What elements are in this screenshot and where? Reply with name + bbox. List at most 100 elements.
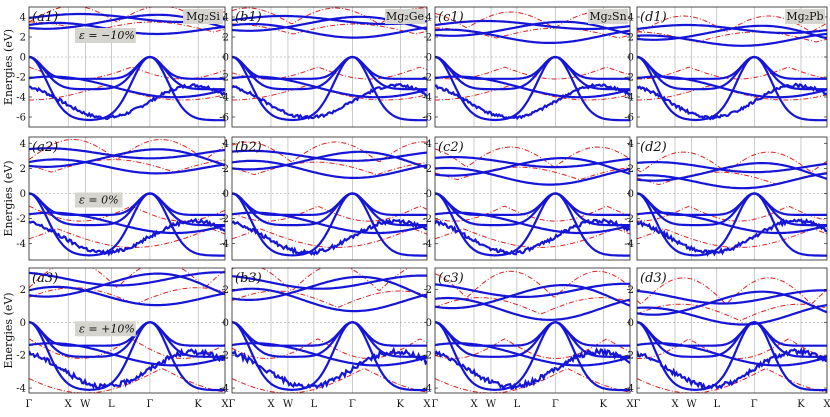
panel-label: (c1) xyxy=(438,10,464,25)
band-line xyxy=(435,19,630,31)
k-point-label: X xyxy=(423,399,431,410)
k-point-label: K xyxy=(797,399,805,410)
band-line xyxy=(637,321,827,392)
y-tick-label: 2 xyxy=(223,164,229,175)
band-line xyxy=(29,55,225,91)
y-tick-label: -4 xyxy=(219,239,229,250)
band-line xyxy=(29,192,225,257)
band-line xyxy=(435,156,630,169)
panel-a2: -4 -2 0 2 4 (a2) ε = 0% xyxy=(16,136,226,261)
k-point-label: L xyxy=(713,399,720,410)
band-line xyxy=(29,75,225,99)
strain-tag-bg xyxy=(75,192,123,208)
band-line xyxy=(29,158,225,175)
panel-label: (b3) xyxy=(235,271,262,286)
reference-band xyxy=(29,228,225,248)
reference-band xyxy=(637,151,827,173)
k-point-label: Γ xyxy=(634,399,641,410)
k-point-label: Γ xyxy=(146,399,153,410)
panel-frame xyxy=(231,136,428,261)
band-line xyxy=(232,55,427,80)
band-line xyxy=(637,289,827,305)
reference-band xyxy=(435,11,630,29)
reference-band xyxy=(637,368,827,393)
band-line xyxy=(29,347,225,390)
material-tag: Mg₂Sn xyxy=(589,10,626,23)
y-tick-label: 0 xyxy=(426,318,432,329)
band-line xyxy=(435,166,630,186)
y-tick-label: -2 xyxy=(219,351,229,362)
band-line xyxy=(435,83,630,121)
k-point-label: Γ xyxy=(751,399,758,410)
panel-label: (d1) xyxy=(640,10,667,25)
band-line xyxy=(435,342,630,367)
y-tick-label: 0 xyxy=(223,53,229,64)
k-point-label: X xyxy=(221,399,229,410)
reference-band xyxy=(29,368,225,393)
band-line xyxy=(29,192,225,216)
band-line xyxy=(232,321,427,358)
band-line xyxy=(29,321,225,347)
band-line xyxy=(232,218,427,256)
strain-tag-bg xyxy=(75,28,136,43)
band-line xyxy=(232,275,427,301)
panel-label: (c2) xyxy=(438,140,464,155)
band-line xyxy=(232,22,427,39)
panel-label: (a3) xyxy=(32,271,58,286)
band-line xyxy=(435,75,630,99)
y-tick-label: 4 xyxy=(426,139,432,150)
reference-band xyxy=(435,205,630,222)
panel-frame xyxy=(28,136,226,261)
reference-band xyxy=(232,23,427,35)
k-point-label: K xyxy=(600,399,608,410)
y-tick-label: 0 xyxy=(628,53,634,64)
y-tick-label: -4 xyxy=(422,93,432,104)
band-line xyxy=(637,321,827,358)
y-tick-label: -4 xyxy=(624,239,634,250)
material-tag: Mg₂Si xyxy=(186,10,220,23)
y-tick-label: 0 xyxy=(223,189,229,200)
band-line xyxy=(435,321,630,347)
band-line xyxy=(232,75,427,99)
band-line xyxy=(29,271,225,287)
band-line xyxy=(435,282,630,298)
panel-label: (a1) xyxy=(32,10,58,25)
material-tag-bg xyxy=(183,9,223,24)
band-line xyxy=(637,75,827,99)
k-point-label: Γ xyxy=(349,399,356,410)
panel-label: (a2) xyxy=(32,140,58,155)
reference-band xyxy=(232,368,427,393)
panel-label: (b1) xyxy=(235,10,262,25)
k-point-label: W xyxy=(686,399,697,410)
reference-band xyxy=(232,141,427,163)
band-line xyxy=(29,211,225,235)
band-line xyxy=(435,321,630,392)
band-line xyxy=(637,217,827,258)
y-tick-label: -6 xyxy=(624,113,634,124)
plot-area xyxy=(435,270,630,393)
plot-area xyxy=(29,139,225,257)
panel-frame xyxy=(231,267,428,394)
y-tick-label: -4 xyxy=(624,93,634,104)
band-line xyxy=(232,192,427,257)
band-line xyxy=(637,55,827,91)
band-line xyxy=(637,82,827,121)
band-line xyxy=(637,161,827,174)
y-tick-label: 0 xyxy=(20,318,26,329)
band-line xyxy=(29,217,225,257)
panel-frame xyxy=(636,6,828,128)
k-point-label: Γ xyxy=(26,399,33,410)
y-tick-label: 0 xyxy=(426,53,432,64)
panel-label: (b2) xyxy=(235,140,262,155)
panel-c1: -6 -4 -2 0 2 4 (c1) Mg₂Sn xyxy=(422,6,631,128)
plot-area xyxy=(637,151,827,258)
y-tick-label: 0 xyxy=(223,318,229,329)
band-line xyxy=(29,147,225,160)
plot-area xyxy=(435,146,630,257)
y-tick-label: -2 xyxy=(219,73,229,84)
y-tick-label: -2 xyxy=(16,73,26,84)
